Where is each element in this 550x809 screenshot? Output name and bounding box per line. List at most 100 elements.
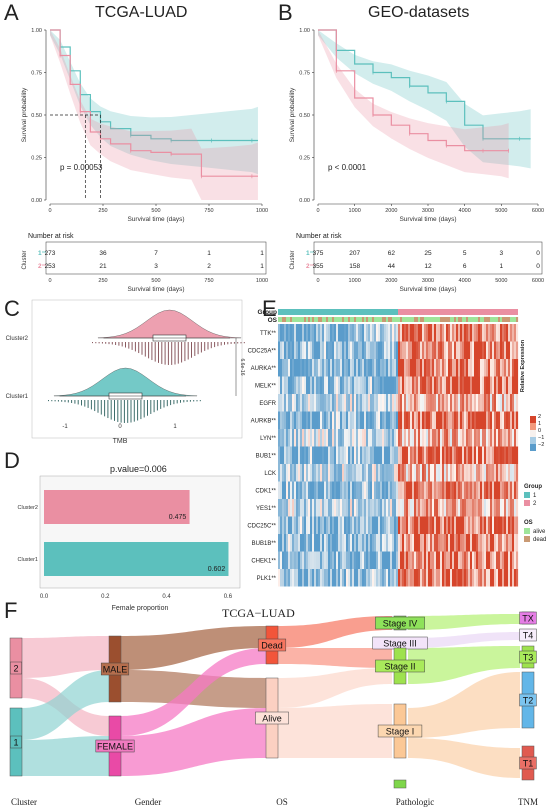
heat-cell (324, 429, 327, 447)
heat-cell (444, 324, 447, 342)
risk-count: 273 (45, 250, 56, 257)
heat-cell (406, 324, 409, 342)
heat-cell (406, 499, 409, 517)
heat-cell (338, 534, 341, 552)
heat-cell (382, 569, 385, 587)
os-cell (494, 317, 497, 322)
heat-cell (344, 411, 347, 429)
heat-cell (286, 394, 289, 412)
heat-cell (304, 534, 307, 552)
heat-cell (282, 429, 285, 447)
heat-cell (474, 499, 477, 517)
os-cell (296, 317, 299, 322)
heat-cell (282, 534, 285, 552)
heat-cell (284, 446, 287, 464)
heat-cell (380, 551, 383, 569)
heat-cell (454, 446, 457, 464)
node-t1-label: T1 (523, 759, 534, 769)
heat-cell (290, 464, 293, 482)
heat-cell (444, 569, 447, 587)
density-cluster1 (53, 367, 198, 397)
heat-cell (318, 499, 321, 517)
group-track-2 (398, 309, 518, 315)
heat-cell (296, 516, 299, 534)
heat-cell (344, 359, 347, 377)
heat-cell (512, 359, 515, 377)
heat-cell (402, 499, 405, 517)
risk-count: 1 (207, 250, 211, 257)
heat-cell (502, 324, 505, 342)
heat-cell (394, 499, 397, 517)
heat-cell (456, 394, 459, 412)
heat-cell (422, 411, 425, 429)
heat-cell (304, 481, 307, 499)
heat-cell (360, 551, 363, 569)
heat-cell (438, 499, 441, 517)
x-tick-label: 5000 (495, 208, 507, 214)
heat-cell (436, 446, 439, 464)
heat-cell (486, 394, 489, 412)
heat-cell (490, 429, 493, 447)
heat-cell (316, 446, 319, 464)
heat-cell (478, 324, 481, 342)
heat-cell (430, 569, 433, 587)
heat-cell (336, 429, 339, 447)
heat-cell (446, 324, 449, 342)
heat-cell (312, 499, 315, 517)
heat-cell (338, 499, 341, 517)
heat-cell (316, 499, 319, 517)
heat-cell (350, 516, 353, 534)
heat-cell (458, 516, 461, 534)
os-cell (424, 317, 427, 322)
heat-cell (382, 534, 385, 552)
heat-cell (486, 446, 489, 464)
heat-cell (444, 429, 447, 447)
os-cell (360, 317, 363, 322)
heat-cell (472, 516, 475, 534)
heat-cell (356, 359, 359, 377)
os-cell (454, 317, 457, 322)
heat-cell (434, 481, 437, 499)
legend-tick: −2 (538, 442, 544, 448)
heat-cell (306, 499, 309, 517)
heat-cell (452, 324, 455, 342)
heat-cell (386, 411, 389, 429)
heat-cell (354, 394, 357, 412)
heat-cell (384, 481, 387, 499)
os-cell (446, 317, 449, 322)
heat-cell (468, 551, 471, 569)
heat-cell (506, 516, 509, 534)
heat-cell (334, 376, 337, 394)
heat-cell (334, 464, 337, 482)
heat-cell (424, 411, 427, 429)
heat-cell (396, 376, 399, 394)
heat-cell (468, 429, 471, 447)
heat-cell (428, 446, 431, 464)
heat-cell (364, 569, 367, 587)
heat-cell (422, 481, 425, 499)
node-stage1-tag (377, 724, 423, 738)
heat-cell (294, 499, 297, 517)
heat-cell (328, 464, 331, 482)
heat-cell (418, 429, 421, 447)
heat-cell (388, 411, 391, 429)
y-tick-label: 0.50 (299, 113, 310, 119)
heat-cell (446, 534, 449, 552)
heat-cell (404, 569, 407, 587)
heat-cell (458, 569, 461, 587)
gene-label: YES1** (256, 506, 277, 512)
heat-cell (308, 446, 311, 464)
heat-cell (484, 481, 487, 499)
heat-cell (492, 569, 495, 587)
node-stage4-label: Stage IV (383, 619, 418, 629)
heat-cell (516, 324, 519, 342)
node-t2-label: T2 (523, 696, 534, 706)
heat-cell (334, 481, 337, 499)
heat-cell (330, 324, 333, 342)
heat-cell (432, 499, 435, 517)
heat-cell (454, 429, 457, 447)
density-cluster2 (97, 309, 242, 339)
heat-cell (496, 394, 499, 412)
heat-cell (492, 341, 495, 359)
heat-cell (402, 411, 405, 429)
